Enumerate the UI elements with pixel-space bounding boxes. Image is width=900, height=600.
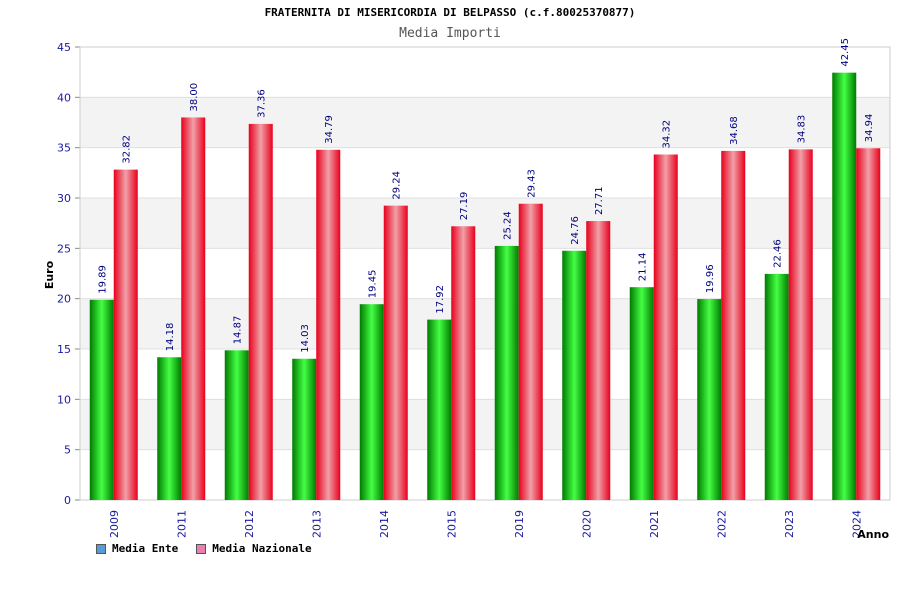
legend-item-media-ente: Media Ente — [96, 542, 178, 555]
bar-media-nazionale — [788, 149, 813, 501]
x-tick-label: 2011 — [175, 510, 188, 538]
data-label-media-ente: 21.14 — [638, 253, 649, 282]
legend-item-media-nazionale: Media Nazionale — [196, 542, 312, 555]
y-tick-label: 20 — [57, 293, 71, 306]
data-label-media-nazionale: 34.83 — [797, 115, 808, 144]
data-label-media-ente: 19.89 — [98, 265, 109, 294]
y-tick-label: 5 — [64, 444, 71, 457]
x-tick-label: 2012 — [243, 510, 256, 538]
chart-subtitle: Media Importi — [399, 26, 501, 41]
bar-media-nazionale — [181, 117, 206, 500]
x-tick-label: 2013 — [310, 510, 323, 538]
data-label-media-nazionale: 37.36 — [257, 89, 268, 118]
bar-media-nazionale — [383, 205, 408, 500]
data-label-media-ente: 42.45 — [840, 38, 851, 67]
bar-media-ente — [224, 350, 249, 500]
x-tick-label: 2014 — [378, 510, 391, 538]
data-label-media-nazionale: 32.82 — [122, 135, 133, 164]
grid-band — [80, 97, 890, 148]
data-label-media-ente: 19.45 — [368, 270, 379, 299]
bar-media-ente — [427, 319, 452, 500]
bar-media-ente — [697, 299, 722, 500]
data-label-media-nazionale: 29.24 — [392, 171, 403, 200]
grid-band — [80, 298, 890, 349]
bar-media-nazionale — [518, 203, 543, 500]
x-tick-label: 2024 — [850, 510, 863, 538]
y-tick-label: 40 — [57, 91, 71, 104]
y-tick-label: 15 — [57, 343, 71, 356]
bar-media-ente — [494, 245, 519, 500]
bar-media-nazionale — [316, 149, 341, 500]
legend-label-media-nazionale: Media Nazionale — [212, 542, 312, 555]
grid-band — [80, 198, 890, 249]
data-label-media-nazionale: 38.00 — [189, 83, 200, 112]
bar-media-nazionale — [586, 221, 611, 500]
data-label-media-nazionale: 27.19 — [459, 192, 470, 221]
chart-title: FRATERNITA DI MISERICORDIA DI BELPASSO (… — [264, 6, 636, 19]
x-tick-label: 2023 — [783, 510, 796, 538]
legend-swatch-media-ente — [96, 543, 106, 554]
y-axis-label: Euro — [43, 260, 56, 289]
x-tick-label: 2022 — [715, 510, 728, 538]
bar-media-nazionale — [856, 148, 881, 500]
data-label-media-nazionale: 34.94 — [864, 114, 875, 143]
bar-media-ente — [629, 287, 654, 500]
data-label-media-nazionale: 34.79 — [324, 115, 335, 144]
data-label-media-ente: 14.03 — [300, 324, 311, 353]
data-label-media-ente: 22.46 — [773, 239, 784, 268]
bar-media-ente — [832, 72, 857, 501]
x-tick-label: 2019 — [513, 510, 526, 538]
bar-media-nazionale — [113, 169, 138, 500]
x-tick-label: 2020 — [580, 510, 593, 538]
bar-media-ente — [359, 304, 384, 500]
data-label-media-ente: 14.87 — [233, 316, 244, 345]
data-label-media-nazionale: 34.68 — [729, 116, 740, 145]
legend-label-media-ente: Media Ente — [112, 542, 179, 555]
bar-media-nazionale — [721, 150, 746, 500]
y-tick-label: 45 — [57, 41, 71, 54]
y-tick-label: 10 — [57, 393, 71, 406]
grid-band — [80, 399, 890, 450]
bar-media-ente — [157, 357, 182, 500]
y-tick-label: 30 — [57, 192, 71, 205]
x-tick-label: 2021 — [648, 510, 661, 538]
legend: Media Ente Media Nazionale — [96, 542, 312, 555]
plot-frame — [79, 46, 891, 501]
data-label-media-nazionale: 34.32 — [662, 120, 673, 149]
data-label-media-ente: 24.76 — [570, 216, 581, 245]
bar-media-nazionale — [248, 123, 273, 500]
x-tick-label: 2009 — [108, 510, 121, 538]
y-tick-label: 35 — [57, 142, 71, 155]
data-label-media-ente: 25.24 — [503, 211, 514, 240]
data-label-media-ente: 14.18 — [165, 323, 176, 352]
bar-media-nazionale — [653, 154, 678, 500]
x-tick-label: 2015 — [445, 510, 458, 538]
bar-media-ente — [764, 273, 789, 500]
bar-media-nazionale — [451, 226, 476, 500]
x-axis-label: Anno — [857, 528, 889, 541]
data-label-media-nazionale: 29.43 — [527, 169, 538, 198]
bar-media-ente — [292, 358, 317, 500]
legend-swatch-media-nazionale — [196, 543, 207, 554]
bar-media-ente — [89, 299, 114, 500]
y-tick-label: 25 — [57, 242, 71, 255]
y-tick-label: 0 — [64, 494, 71, 507]
data-label-media-nazionale: 27.71 — [594, 186, 605, 215]
data-label-media-ente: 17.92 — [435, 285, 446, 314]
bar-media-ente — [562, 250, 587, 500]
data-label-media-ente: 19.96 — [705, 264, 716, 293]
